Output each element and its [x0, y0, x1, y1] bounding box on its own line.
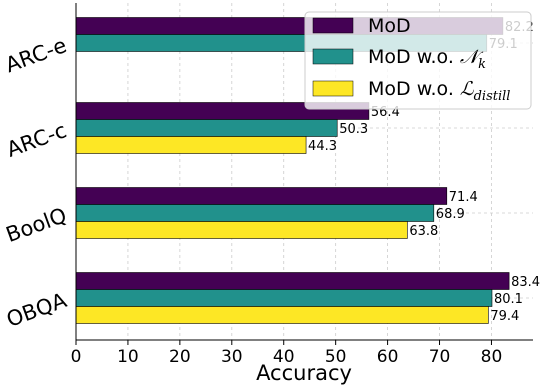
- x-tick-label-0: 0: [71, 347, 82, 367]
- x-tick-label-80: 80: [481, 347, 503, 367]
- value-label-arc-c-mod-w-o-n-k: 50.3: [339, 122, 368, 137]
- legend: MoD MoD w.o. 𝒩k MoD w.o. ℒdistill: [304, 11, 532, 110]
- x-tick-label-70: 70: [429, 347, 451, 367]
- bar-boolq-mod-w-o-l-distill: [75, 221, 408, 239]
- x-tick-label-50: 50: [325, 347, 347, 367]
- bar-obqa-mod-w-o-l-distill: [75, 306, 489, 324]
- bar-boolq-mod: [75, 187, 448, 205]
- legend-swatch-mod-wo-nk: [312, 48, 354, 65]
- x-axis-title: Accuracy: [256, 361, 352, 385]
- bar-obqa-mod: [75, 272, 510, 290]
- legend-label-mod-wo-ldistill: MoD w.o. ℒdistill: [368, 78, 510, 104]
- category-label-arc-c: ARC-c: [4, 118, 70, 162]
- category-label-obqa: OBQA: [3, 288, 70, 332]
- value-label-obqa-mod-w-o-n-k: 80.1: [494, 292, 523, 307]
- bar-boolq-mod-w-o-n-k: [75, 204, 435, 222]
- bar-arc-c-mod-w-o-n-k: [75, 119, 338, 137]
- value-label-obqa-mod-w-o-l-distill: 79.4: [490, 309, 519, 324]
- legend-swatch-mod-wo-ldistill: [312, 80, 354, 97]
- bar-obqa-mod-w-o-n-k: [75, 289, 493, 307]
- category-labels: ARC-e ARC-c BoolQ OBQA: [2, 33, 70, 332]
- value-label-boolq-mod-w-o-l-distill: 63.8: [409, 224, 438, 239]
- x-tick-label-30: 30: [221, 347, 243, 367]
- legend-swatch-mod: [312, 17, 354, 34]
- legend-frame: [304, 11, 532, 110]
- legend-label-mod-wo-nk: MoD w.o. 𝒩k: [368, 46, 486, 72]
- x-tick-label-40: 40: [273, 347, 295, 367]
- x-tick-label-20: 20: [169, 347, 191, 367]
- axes: 0 10 20 30 40 50 60 70 80: [71, 3, 533, 367]
- bar-arc-c-mod-w-o-l-distill: [75, 136, 307, 154]
- value-label-obqa-mod: 83.4: [511, 275, 540, 290]
- x-tick-label-60: 60: [377, 347, 399, 367]
- value-label-arc-c-mod-w-o-l-distill: 44.3: [308, 139, 337, 154]
- value-label-boolq-mod: 71.4: [449, 190, 478, 205]
- value-label-boolq-mod-w-o-n-k: 68.9: [436, 207, 465, 222]
- category-label-arc-e: ARC-e: [2, 33, 69, 77]
- category-label-boolq: BoolQ: [3, 203, 70, 247]
- legend-label-mod: MoD: [368, 15, 411, 37]
- x-tick-label-10: 10: [117, 347, 139, 367]
